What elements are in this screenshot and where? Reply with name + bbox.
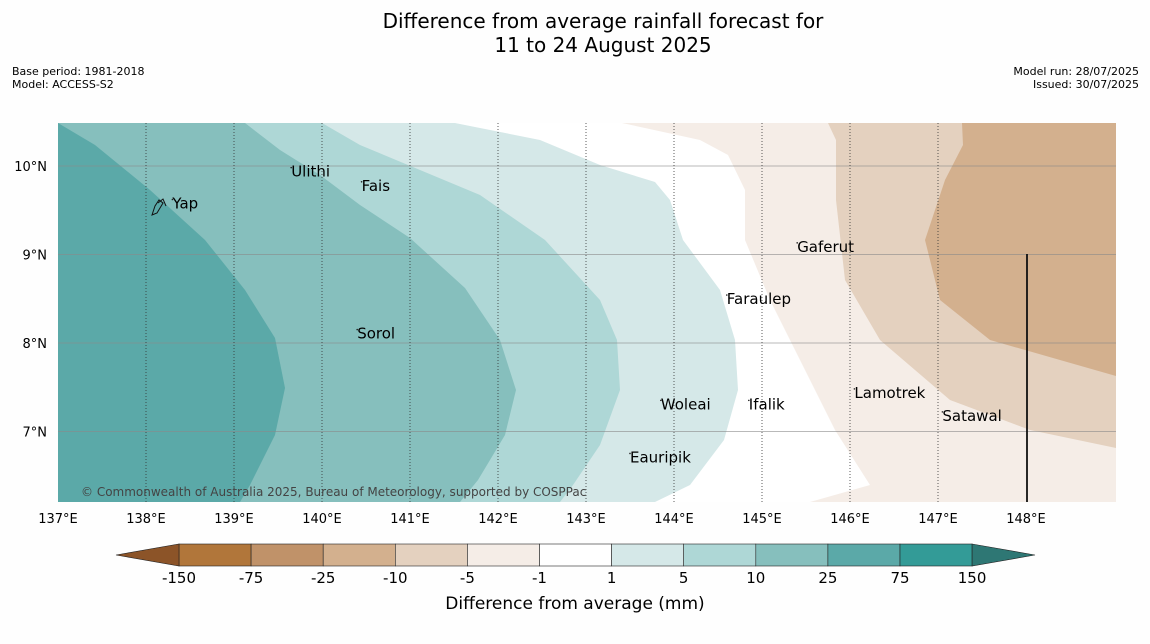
- colorbar-segment: [827, 543, 901, 567]
- colorbar-segment: [250, 543, 324, 567]
- colorbar-tick: -75: [239, 569, 264, 587]
- lon-label: 139°E: [214, 512, 254, 527]
- place-marker: [941, 411, 944, 413]
- meta-left: Base period: 1981-2018 Model: ACCESS-S2: [12, 65, 144, 91]
- place-marker: [171, 198, 174, 201]
- colorbar-tick: -5: [460, 569, 475, 587]
- lon-label: 148°E: [1006, 512, 1046, 527]
- colorbar-segment: [611, 543, 684, 567]
- colorbar-segment: [755, 543, 829, 567]
- band-dry-10-25: [925, 123, 1116, 376]
- meridians: [145, 123, 939, 502]
- place-marker: [796, 242, 798, 244]
- meta-right: Model run: 28/07/2025 Issued: 30/07/2025: [1013, 65, 1139, 91]
- lon-label: 138°E: [126, 512, 166, 527]
- colorbar-segment: [322, 543, 396, 567]
- place-label: Lamotrek: [854, 384, 925, 402]
- colorbar-tick: -1: [532, 569, 547, 587]
- lon-label: 141°E: [390, 512, 430, 527]
- lon-label: 145°E: [742, 512, 782, 527]
- colorbar-tick: -25: [311, 569, 336, 587]
- place-marker: [356, 328, 359, 331]
- colorbar-segment: [467, 543, 540, 567]
- place-label: Woleai: [661, 395, 711, 413]
- lon-label: 147°E: [918, 512, 958, 527]
- lat-label: 7°N: [23, 426, 48, 441]
- colorbar-tick: 25: [818, 569, 837, 587]
- place-label: Gaferut: [797, 238, 854, 256]
- issued-date: Issued: 30/07/2025: [1032, 78, 1139, 91]
- place-marker: [290, 166, 293, 169]
- place-marker: [726, 294, 728, 296]
- title-line-1: Difference from average rainfall forecas…: [382, 9, 824, 33]
- colorbar-tick: 75: [890, 569, 909, 587]
- place-marker: [853, 388, 856, 390]
- place-label: Ifalik: [749, 395, 785, 413]
- yap-island: [151, 199, 164, 216]
- colorbar-tick: 10: [746, 569, 765, 587]
- place-labels: Ulithi Fais Yap Gaferut Faraulep Sorol Lamotre…: [171, 163, 1001, 467]
- lon-label: 146°E: [830, 512, 870, 527]
- colorbar-tick: -10: [383, 569, 408, 587]
- place-label: Fais: [362, 177, 391, 195]
- place-label: Sorol: [357, 325, 395, 343]
- colorbar-tick: 1: [607, 569, 617, 587]
- colorbar-title: Difference from average (mm): [445, 594, 705, 614]
- colorbar-segment: [539, 543, 612, 567]
- colorbar-segment: [899, 543, 973, 567]
- yap-island-2: [157, 198, 167, 207]
- lat-label: 10°N: [14, 160, 47, 175]
- base-period: Base period: 1981-2018: [12, 65, 145, 78]
- lon-label: 142°E: [478, 512, 518, 527]
- colorbar-tick: 150: [958, 569, 987, 587]
- place-label: Yap: [171, 194, 198, 212]
- place-marker: [660, 399, 662, 402]
- map-title: Difference from average rainfall forecas…: [0, 9, 1150, 57]
- colorbar: -150 -75 -25 -10 -5 -1 1 5 10 25 75 150: [115, 543, 1036, 587]
- colorbar-tick: 5: [679, 569, 689, 587]
- place-marker: [629, 452, 631, 455]
- longitude-labels: 137°E 138°E 139°E 140°E 141°E 142°E 143°E 144°E…: [38, 512, 1046, 527]
- map-panel: [58, 123, 1116, 502]
- copyright-text: © Commonwealth of Australia 2025, Bureau…: [81, 485, 586, 499]
- lat-label: 8°N: [23, 337, 48, 352]
- model-run: Model run: 28/07/2025: [1013, 65, 1139, 78]
- colorbar-segment: [178, 543, 252, 567]
- lon-label: 144°E: [654, 512, 694, 527]
- model-name: Model: ACCESS-S2: [12, 78, 114, 91]
- place-label: Satawal: [942, 407, 1001, 425]
- colorbar-segment: [394, 543, 468, 567]
- place-label: Faraulep: [727, 290, 791, 308]
- title-line-2: 11 to 24 August 2025: [494, 33, 712, 57]
- band-wet-25-75: [58, 123, 285, 502]
- place-label: Eauripik: [630, 448, 691, 466]
- colorbar-tick: -150: [162, 569, 196, 587]
- lon-label: 137°E: [38, 512, 78, 527]
- latitude-labels: 10°N 9°N 8°N 7°N: [14, 160, 47, 441]
- lat-label: 9°N: [23, 249, 48, 264]
- place-marker: [748, 399, 750, 402]
- colorbar-over-arrow: [971, 543, 1036, 567]
- colorbar-segment: [683, 543, 757, 567]
- lon-label: 140°E: [302, 512, 342, 527]
- lon-label: 143°E: [566, 512, 606, 527]
- colorbar-under-arrow: [115, 543, 180, 567]
- place-marker: [360, 180, 363, 183]
- place-label: Ulithi: [291, 163, 330, 181]
